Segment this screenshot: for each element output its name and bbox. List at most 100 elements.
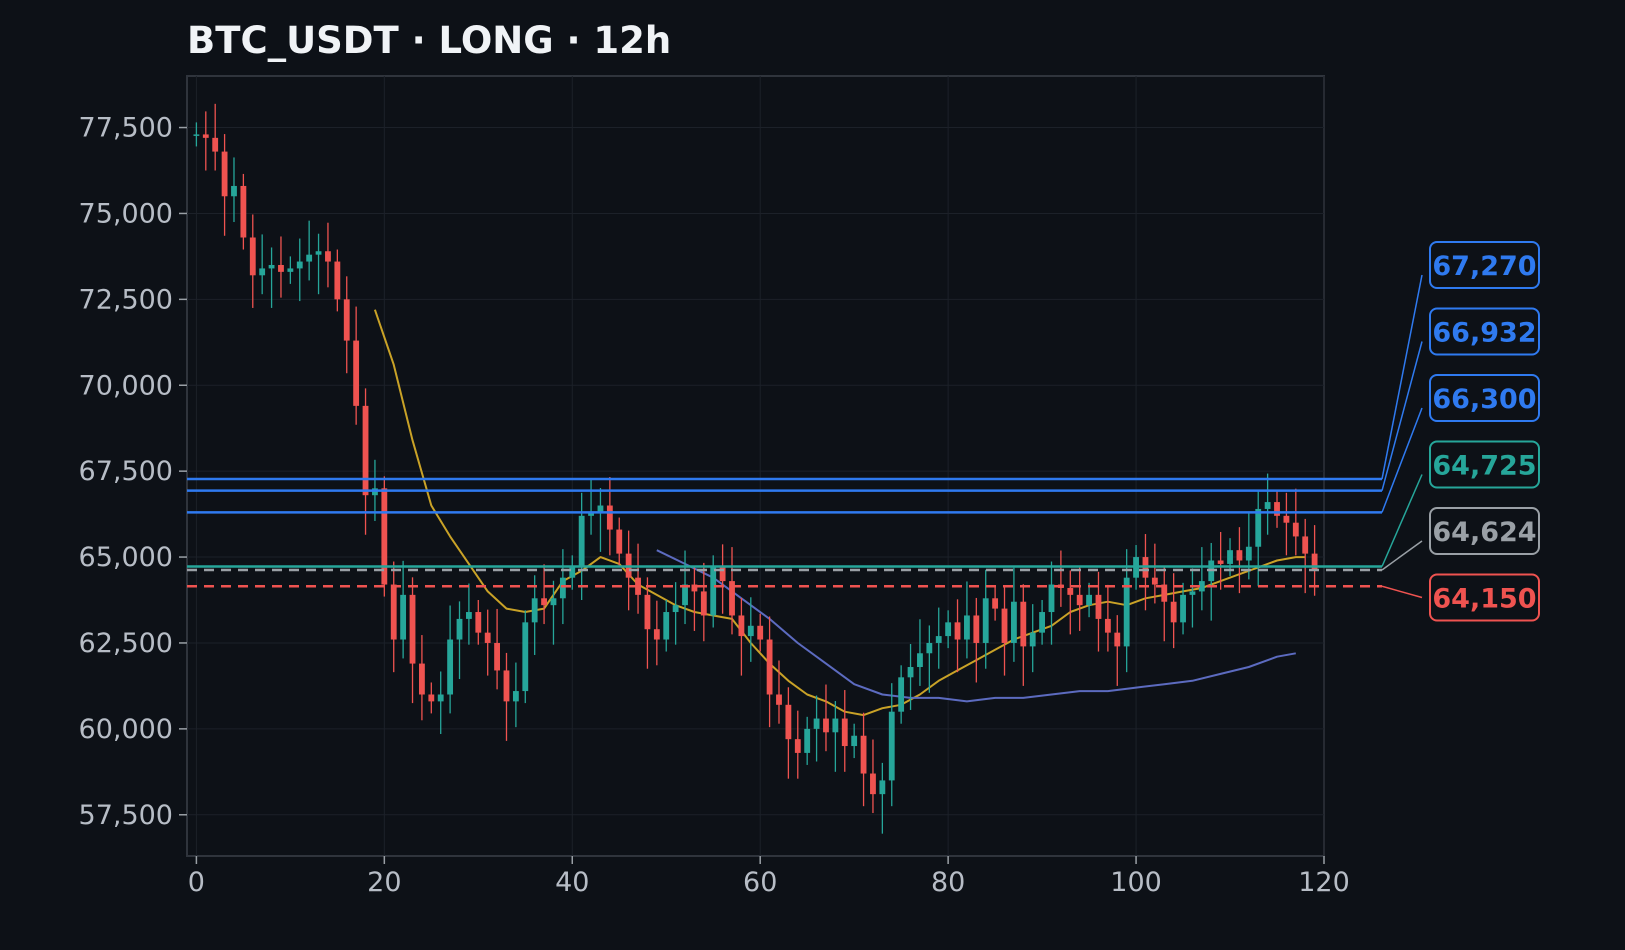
candle-down: [653, 629, 660, 640]
candle-down: [1114, 632, 1121, 647]
candle-down: [1095, 594, 1102, 619]
candle-down: [1104, 618, 1111, 633]
candle-down: [794, 739, 801, 753]
candle-down: [503, 670, 510, 702]
candle-up: [231, 185, 237, 197]
candle-up: [1189, 591, 1196, 595]
level-connector: [1381, 474, 1423, 567]
candle-down: [362, 405, 369, 496]
level-tag-box: [1429, 374, 1540, 422]
grid-lines: [187, 76, 1325, 856]
candle-up: [578, 515, 585, 568]
candle-down: [1001, 608, 1008, 643]
candle-up: [1029, 632, 1036, 647]
slow-ma-line: [656, 549, 1296, 703]
candle-down: [776, 694, 782, 705]
candle-up: [804, 728, 811, 753]
candle-up: [559, 577, 566, 599]
candle-up: [1227, 550, 1233, 564]
candle-down: [1076, 594, 1083, 606]
candle-down: [1292, 522, 1299, 537]
level-tag-label: 64,150: [1432, 584, 1536, 615]
level-connector: [1381, 585, 1423, 599]
level-tag-box: [1429, 241, 1540, 289]
candle-down: [221, 151, 228, 197]
candle-down: [954, 622, 961, 640]
candle-down: [616, 529, 623, 554]
candle-down: [325, 251, 331, 262]
candle-down: [343, 299, 350, 341]
candle-down: [428, 694, 435, 702]
candle-up: [447, 639, 454, 695]
candle-up: [898, 677, 905, 712]
candle-up: [1039, 612, 1046, 633]
candle-down: [475, 612, 482, 633]
candle-up: [259, 268, 266, 276]
candle-up: [672, 605, 679, 613]
candle-up: [1255, 508, 1262, 547]
candle-up: [550, 598, 557, 606]
candle-down: [1151, 577, 1158, 585]
candle-up: [465, 612, 472, 619]
candle-down: [644, 594, 651, 630]
candle-down: [334, 261, 341, 300]
candle-up: [1086, 594, 1092, 606]
level-tag-box: [1429, 307, 1540, 356]
candle-down: [870, 773, 876, 795]
candle-up: [569, 567, 576, 578]
y-tick-label: 70,000: [79, 370, 173, 401]
candle-up: [1198, 581, 1205, 592]
x-tick-label: 20: [367, 867, 401, 898]
y-tick-label: 77,500: [79, 113, 173, 144]
candle-up: [456, 618, 463, 640]
candle-up: [400, 594, 407, 640]
candle-up: [888, 711, 895, 781]
x-tick-label: 120: [1298, 867, 1350, 898]
candle-down: [973, 615, 980, 643]
candle-up: [597, 505, 604, 513]
level-connector: [1381, 341, 1423, 491]
level-tag-label: 64,725: [1432, 451, 1536, 482]
y-tick-label: 60,000: [79, 714, 173, 745]
candle-up: [747, 625, 754, 637]
candle-up: [1048, 584, 1055, 613]
candle-down: [738, 615, 745, 637]
candle-up: [907, 667, 914, 678]
candle-up: [851, 735, 858, 747]
candle-up: [879, 780, 886, 795]
level-connector: [1381, 274, 1423, 480]
candle-up: [926, 642, 933, 654]
candle-down: [212, 137, 219, 152]
level-tags: 67,270 66,932 66,300 64,725 64,624 64,150: [1429, 241, 1540, 622]
candle-down: [1170, 601, 1177, 623]
candle-up: [512, 691, 519, 702]
candle-down: [860, 735, 867, 774]
candle-down: [381, 488, 388, 585]
candle-down: [1020, 601, 1027, 647]
candle-up: [531, 598, 538, 623]
level-tag-box: [1429, 507, 1540, 555]
candle-down: [729, 581, 735, 616]
level-connector: [1381, 540, 1423, 571]
candle-up: [268, 264, 275, 269]
candle-down: [1161, 584, 1168, 602]
candle-up: [193, 134, 200, 136]
candle-down: [1274, 502, 1280, 516]
candle-up: [1123, 577, 1130, 647]
x-tick-label: 0: [188, 867, 205, 898]
candle-up: [296, 261, 303, 269]
y-tick-label: 67,500: [79, 456, 173, 487]
candle-down: [757, 625, 764, 640]
candle-down: [1302, 536, 1309, 554]
chart-title: BTC_USDT · LONG · 12h: [187, 19, 671, 62]
candle-down: [691, 584, 698, 592]
candle-down: [1217, 560, 1224, 564]
candle-up: [522, 622, 529, 692]
x-tick-label: 100: [1110, 867, 1162, 898]
candle-down: [390, 584, 397, 640]
candle-up: [982, 598, 989, 643]
plot-area: [186, 75, 1325, 857]
candle-down: [700, 591, 707, 616]
price-levels: [187, 274, 1423, 599]
y-tick-label: 75,000: [79, 198, 173, 229]
